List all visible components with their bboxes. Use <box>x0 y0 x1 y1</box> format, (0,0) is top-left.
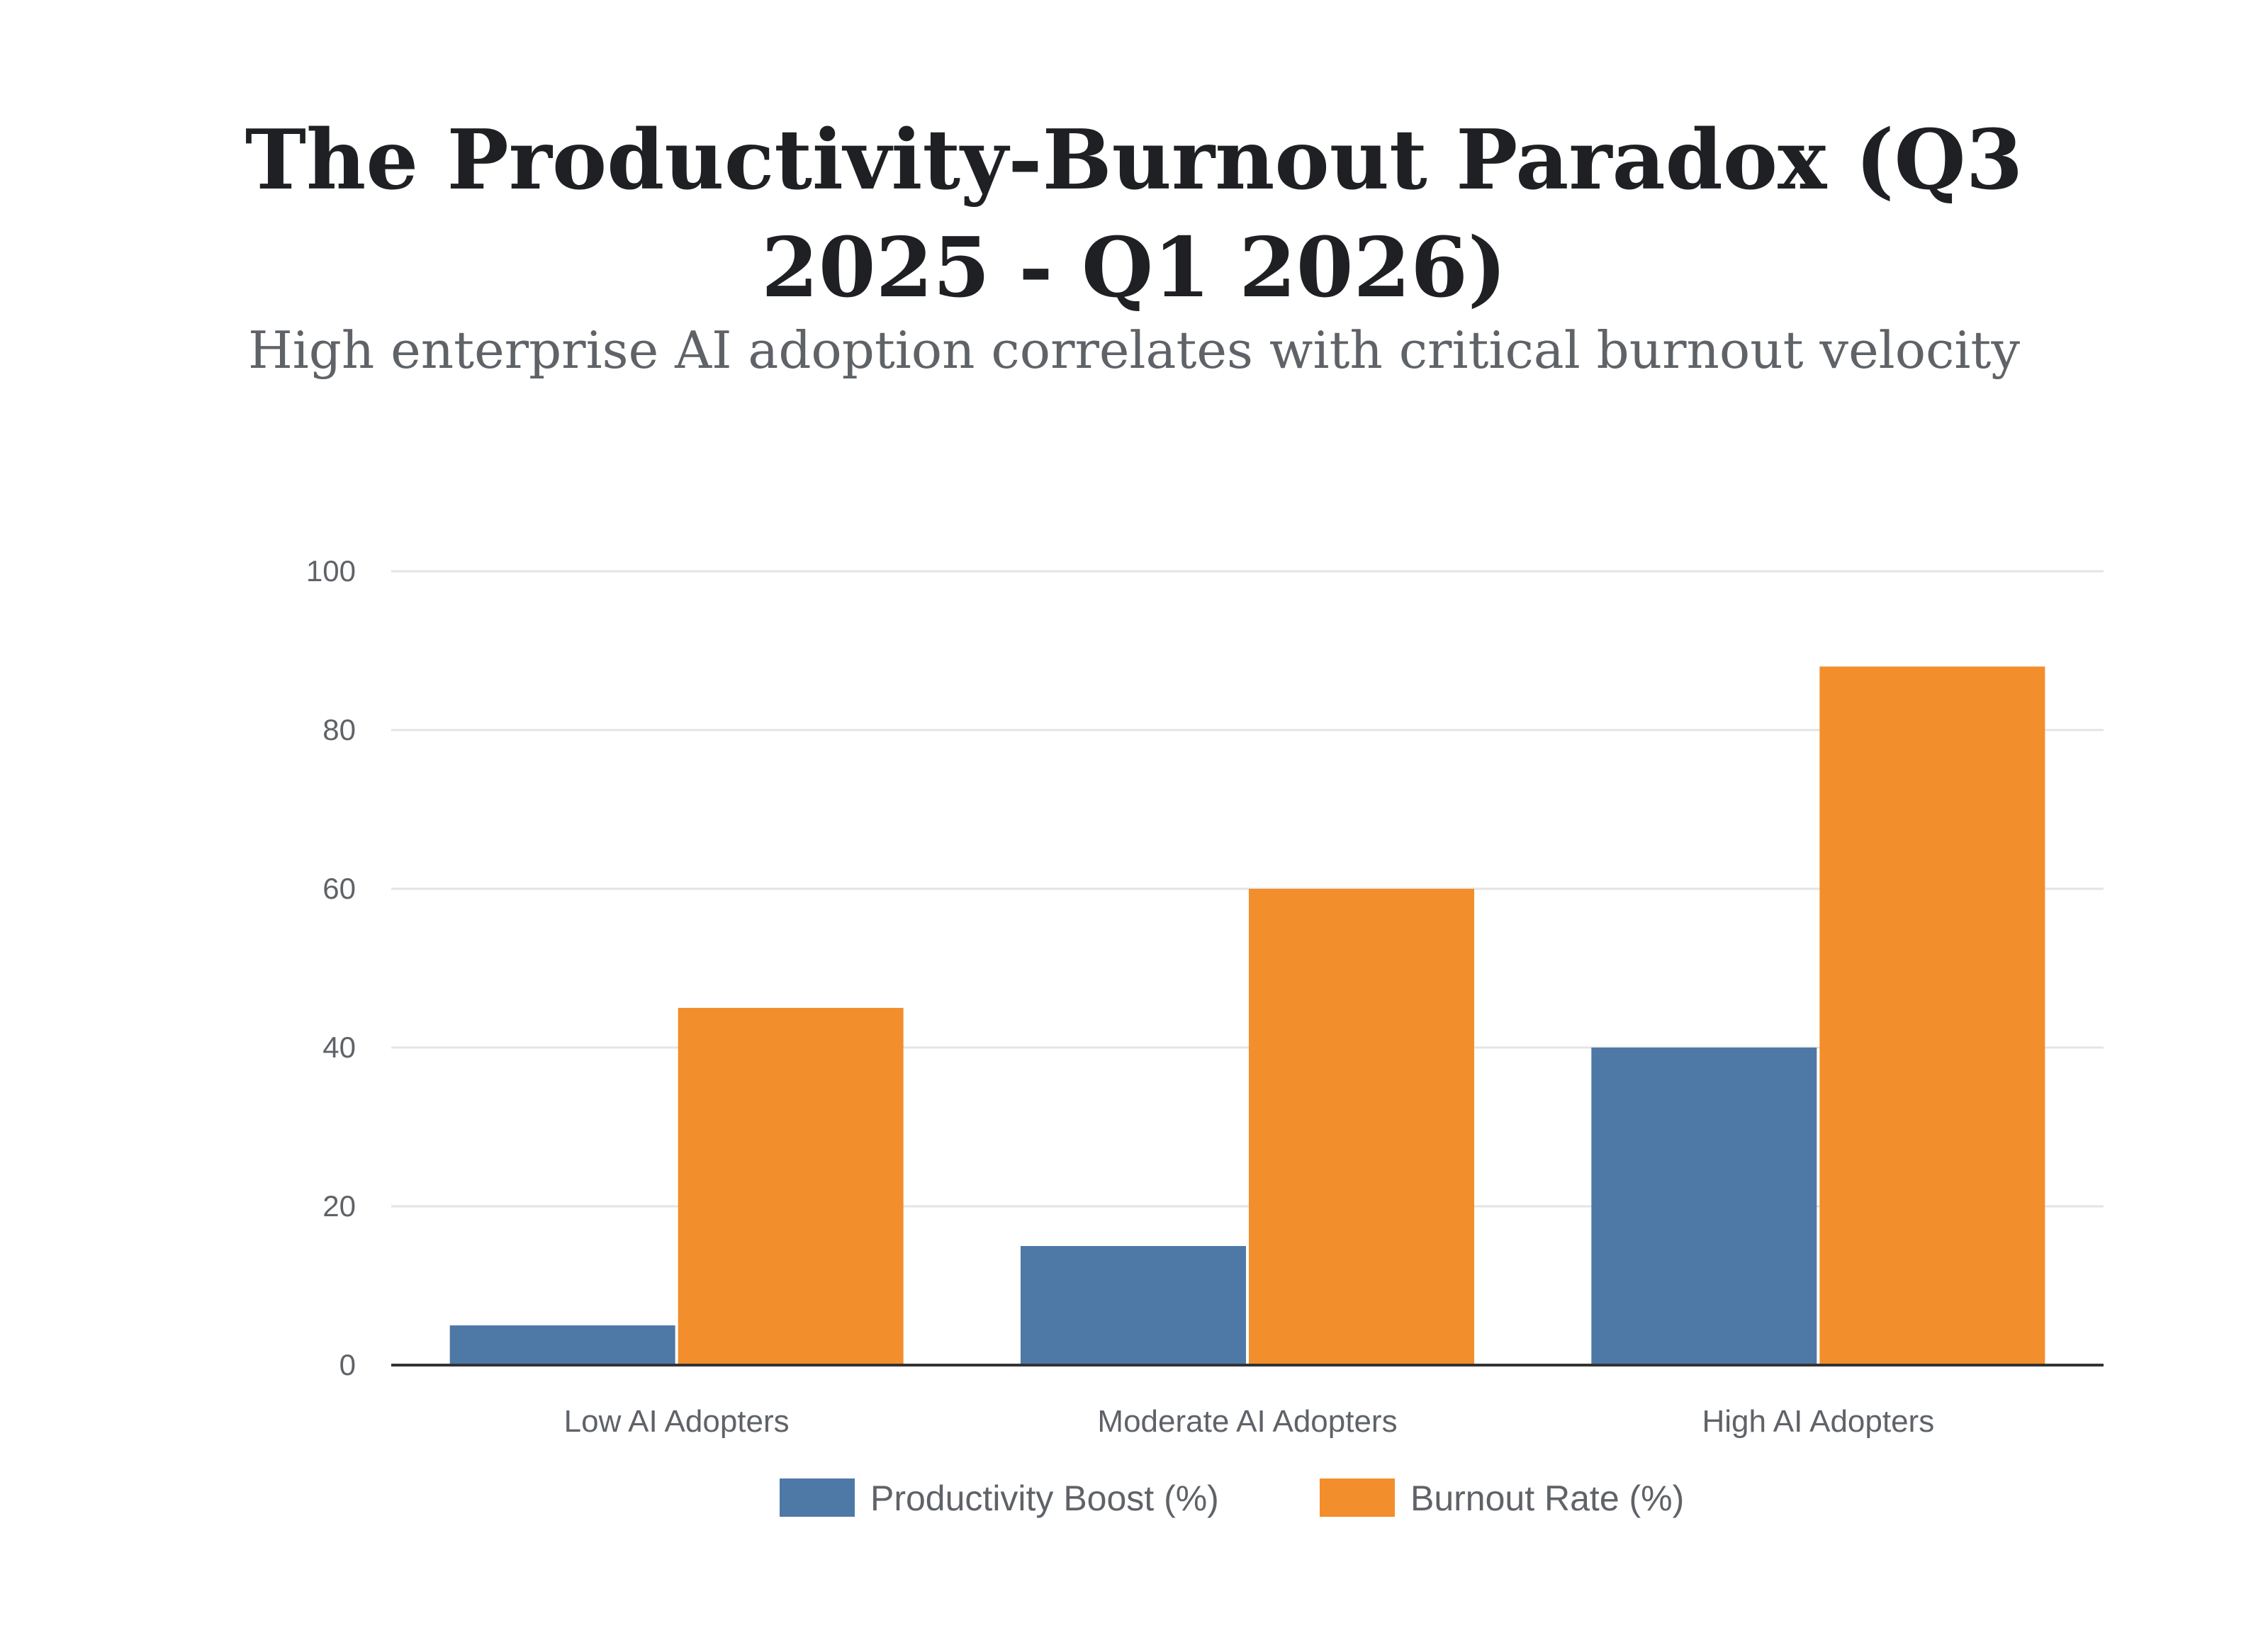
x-tick-label: High AI Adopters <box>1702 1404 1934 1439</box>
bar-burnout-2 <box>1819 666 2045 1365</box>
y-tick-label: 40 <box>322 1031 356 1064</box>
y-tick-label: 100 <box>306 554 356 588</box>
legend-swatch-0 <box>780 1478 855 1517</box>
axes: 0 20 40 60 80 100 Low AI Adopters Moderate AI A… <box>306 554 2104 1439</box>
y-tick-label: 20 <box>322 1189 356 1223</box>
legend: Productivity Boost (%) Burnout Rate (%) <box>780 1478 1684 1518</box>
chart-subtitle: High enterprise AI adoption correlates w… <box>247 320 2021 380</box>
legend-label-1: Burnout Rate (%) <box>1410 1478 1684 1518</box>
legend-swatch-1 <box>1320 1478 1395 1517</box>
gridlines <box>391 570 2104 1208</box>
bar-productivity-0 <box>449 1325 675 1365</box>
bar-productivity-1 <box>1021 1246 1246 1365</box>
y-tick-label: 60 <box>322 872 356 905</box>
legend-label-0: Productivity Boost (%) <box>870 1478 1219 1518</box>
y-tick-label: 80 <box>322 713 356 746</box>
bar-productivity-2 <box>1591 1048 1817 1365</box>
chart-title: The Productivity-Burnout Paradox (Q3 202… <box>245 112 2023 316</box>
x-tick-label: Low AI Adopters <box>564 1404 790 1439</box>
bars <box>449 666 2045 1365</box>
y-tick-label: 0 <box>339 1348 356 1381</box>
bar-burnout-1 <box>1249 889 1474 1365</box>
x-tick-label: Moderate AI Adopters <box>1097 1404 1397 1439</box>
bar-burnout-0 <box>678 1008 904 1365</box>
